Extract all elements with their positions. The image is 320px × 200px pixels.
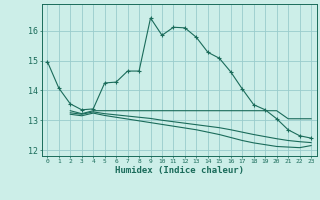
X-axis label: Humidex (Indice chaleur): Humidex (Indice chaleur) (115, 166, 244, 175)
